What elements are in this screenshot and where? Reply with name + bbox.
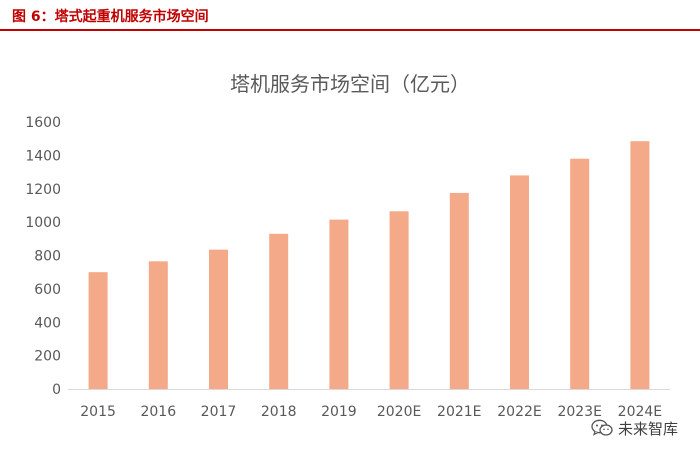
x-tick-label: 2021E [437, 404, 481, 420]
y-tick-label: 800 [34, 249, 61, 265]
bar-2015 [88, 272, 108, 389]
chart-title: 塔机服务市场空间（亿元） [230, 72, 470, 96]
bar-2019 [329, 219, 349, 389]
y-tick-label: 200 [34, 349, 61, 365]
y-tick-label: 400 [34, 315, 61, 331]
watermark: 未来智库 [591, 417, 678, 439]
x-tick-label: 2020E [377, 404, 421, 420]
bar-2024E [630, 141, 650, 389]
y-tick-label: 1200 [25, 182, 61, 198]
y-tick-label: 600 [34, 282, 61, 298]
x-tick-label: 2019 [321, 404, 357, 420]
x-tick-label: 2018 [261, 404, 297, 420]
y-tick-label: 1600 [25, 115, 61, 131]
bar-2017 [209, 249, 228, 389]
bar-2018 [269, 233, 289, 389]
x-tick-label: 2022E [497, 404, 541, 420]
x-tick-label: 2015 [80, 404, 116, 420]
watermark-text: 未来智库 [617, 419, 678, 438]
bar-2023E [570, 158, 590, 389]
bar-2022E [510, 175, 529, 389]
y-tick-label: 1000 [25, 215, 61, 231]
x-tick-label: 2023E [557, 404, 601, 420]
bar-2016 [148, 261, 168, 389]
wechat-icon [591, 419, 613, 436]
x-tick-label: 2024E [618, 404, 662, 420]
x-tick-label: 2016 [140, 404, 176, 420]
figure-caption: 图 6：塔式起重机服务市场空间 [12, 9, 209, 25]
figure-header: 图 6：塔式起重机服务市场空间 [0, 0, 700, 31]
bar-2020E [389, 211, 409, 389]
y-tick-label: 1400 [25, 148, 61, 164]
x-tick-label: 2017 [201, 404, 237, 420]
bar-2021E [449, 192, 469, 389]
y-tick-label: 0 [52, 382, 61, 398]
